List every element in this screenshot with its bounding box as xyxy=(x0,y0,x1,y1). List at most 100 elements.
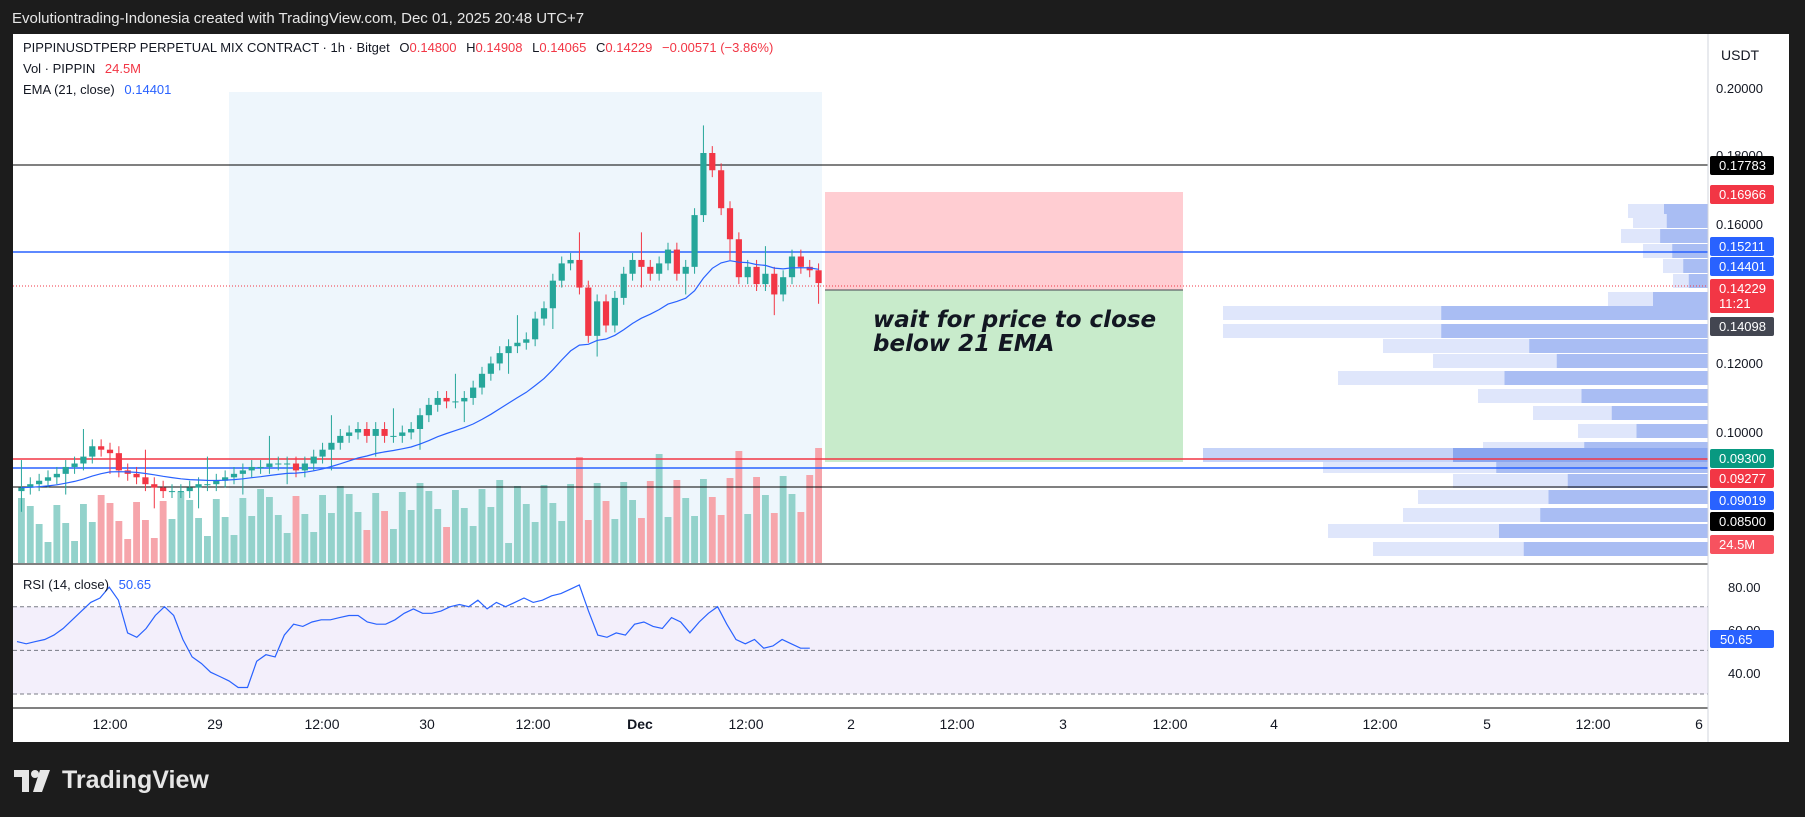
volume-profile-row-core xyxy=(1581,389,1708,403)
volume-bar xyxy=(124,539,132,563)
tradingview-logo-icon xyxy=(14,769,50,792)
change-value: −0.00571 (−3.86%) xyxy=(662,40,774,55)
volume-bar xyxy=(770,513,778,563)
candle-body xyxy=(98,446,105,450)
candle-body xyxy=(36,480,43,485)
price-label-box xyxy=(1710,317,1774,336)
candle-body xyxy=(337,435,344,443)
volume-bar xyxy=(806,475,814,563)
candle-body xyxy=(709,153,716,171)
candle-body xyxy=(673,249,680,274)
volume-bar xyxy=(177,492,185,563)
tradingview-logo-text: TradingView xyxy=(62,766,209,794)
volume-bar xyxy=(390,529,397,563)
candle-body xyxy=(44,477,52,481)
ema-legend[interactable]: EMA (21, close) 0.14401 xyxy=(23,82,171,97)
rsi-legend[interactable]: RSI (14, close) 50.65 xyxy=(23,577,151,592)
candles xyxy=(18,125,822,512)
candle-body xyxy=(62,466,69,474)
candle-body xyxy=(744,266,751,278)
volume-bar xyxy=(691,516,698,563)
symbol-name: PIPPINUSDTPERP PERPETUAL MIX CONTRACT · … xyxy=(23,40,390,55)
volume-profile-row-core xyxy=(1548,490,1708,504)
rsi-label: RSI (14, close) xyxy=(23,577,109,592)
candle-body xyxy=(408,429,415,433)
volume-profile-row-core xyxy=(1453,448,1708,462)
volume-bar xyxy=(212,499,220,563)
price-tick: 0.20000 xyxy=(1716,81,1763,96)
volume-profile-row-core xyxy=(1636,424,1708,438)
volume-profile-row-core xyxy=(1666,214,1708,228)
volume-bar xyxy=(310,532,318,563)
volume-bar xyxy=(159,501,167,563)
annotation-line-2: below 21 EMA xyxy=(873,331,1055,357)
currency-label[interactable]: USDT xyxy=(1721,47,1760,63)
volume-bar xyxy=(62,523,70,563)
time-tick: 3 xyxy=(1059,716,1067,732)
price-label: 0.14098 xyxy=(1719,319,1766,334)
candle-body xyxy=(558,263,565,281)
time-tick: 12:00 xyxy=(939,716,974,732)
candle-body xyxy=(319,449,326,457)
candle-body xyxy=(700,153,707,216)
candle-body xyxy=(416,415,424,429)
symbol-legend[interactable]: PIPPINUSDTPERP PERPETUAL MIX CONTRACT · … xyxy=(23,40,773,55)
volume-legend[interactable]: Vol · PIPPIN 24.5M xyxy=(23,61,141,76)
candle-body xyxy=(540,308,548,319)
close-value: 0.14229 xyxy=(605,40,653,55)
candle-body xyxy=(27,484,34,488)
chart-area[interactable]: 0.20000 0.18000 0.16000 0.12000 0.10000 80.00… xyxy=(13,34,1789,742)
candle-body xyxy=(452,401,459,403)
candle-body xyxy=(284,463,291,465)
candle-body xyxy=(691,215,698,267)
volume-bar xyxy=(514,486,521,563)
volume-bar xyxy=(248,516,256,563)
volume-bar xyxy=(531,522,539,563)
time-tick: 12:00 xyxy=(515,716,550,732)
candle-body xyxy=(487,363,494,374)
candle-body xyxy=(195,484,202,488)
candle-body xyxy=(133,473,140,478)
close-label: C xyxy=(596,40,606,55)
candle-body xyxy=(151,484,158,488)
price-label-box xyxy=(1710,237,1774,256)
candle-body xyxy=(567,259,574,264)
volume-bar xyxy=(53,505,61,563)
volume-bar xyxy=(567,484,574,563)
volume-bar xyxy=(744,514,752,563)
price-label-countdown: 11:21 xyxy=(1719,296,1751,311)
candle-body xyxy=(354,429,362,433)
tradingview-logo[interactable]: TradingView xyxy=(14,766,209,795)
volume-bar xyxy=(292,496,300,563)
volume-bar xyxy=(717,515,725,563)
volume-bar xyxy=(460,508,468,563)
volume-bar xyxy=(487,507,495,563)
candle-body xyxy=(585,287,592,336)
volume-bar xyxy=(655,454,663,563)
time-tick: 12:00 xyxy=(1152,716,1187,732)
candle-body xyxy=(142,477,149,485)
price-label-box xyxy=(1710,257,1774,276)
candle-body xyxy=(682,266,689,274)
candle-body xyxy=(230,473,238,478)
time-tick: 30 xyxy=(419,716,435,732)
volume-bar xyxy=(469,526,477,563)
candle-body xyxy=(470,387,477,398)
price-chart[interactable]: 0.200000.180000.160000.120000.1000080.00… xyxy=(13,34,1789,742)
volume-value: 24.5M xyxy=(104,61,142,76)
footer: TradingView xyxy=(0,742,1805,817)
volume-bar xyxy=(416,483,424,563)
chart-caption: Evolutiontrading-Indonesia created with … xyxy=(12,10,585,27)
volume-bar xyxy=(726,478,734,563)
volume-bar xyxy=(239,498,247,563)
price-label-box xyxy=(1710,185,1774,204)
high-label: H xyxy=(466,40,476,55)
volume-bar xyxy=(549,503,557,563)
volume-bars xyxy=(18,448,822,563)
candle-body xyxy=(204,484,211,486)
candle-body xyxy=(434,397,441,405)
candle-body xyxy=(726,208,734,240)
volume-bar xyxy=(735,451,743,563)
price-label-box xyxy=(1710,469,1774,488)
candle-body xyxy=(638,259,645,267)
